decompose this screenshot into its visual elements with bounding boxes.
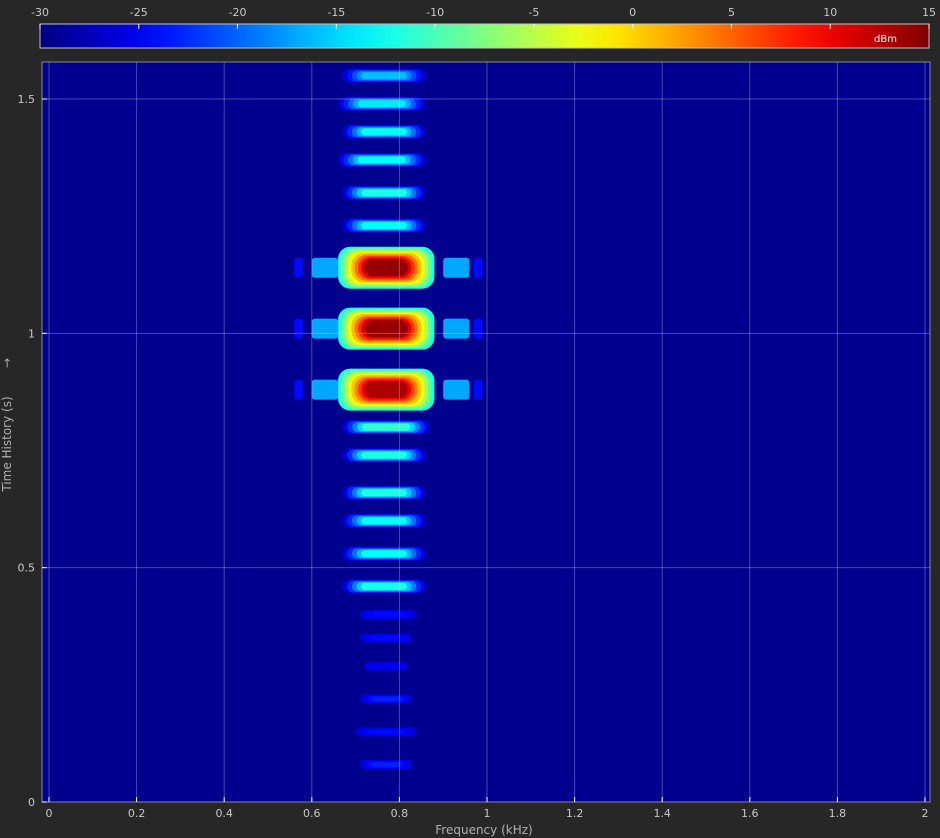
heatmap-cell [371, 696, 401, 702]
heatmap-burst [364, 661, 409, 671]
heatmap-burst [338, 96, 426, 111]
heatmap-burst [294, 307, 483, 350]
colorbar-tick-label: -20 [229, 6, 247, 19]
heatmap-cell [361, 489, 407, 497]
heatmap-burst [294, 246, 483, 289]
heatmap-cell [372, 612, 405, 617]
heatmap-cell [361, 582, 407, 590]
heatmap-cell [364, 259, 408, 277]
heatmap-cell [364, 381, 408, 398]
y-axis-label: Time History (s) [0, 396, 14, 492]
heatmap-cell [357, 156, 406, 164]
colorbar-tick-label: 15 [922, 6, 936, 19]
heatmap-sidelobe [473, 379, 483, 400]
plot-frame [41, 61, 931, 803]
heatmap-burst [359, 633, 413, 643]
colorbar-tick-label: -30 [31, 6, 49, 19]
colorbar-tick-label: -25 [130, 6, 148, 19]
heatmap-burst [359, 694, 413, 704]
heatmap-sidelobe [473, 318, 483, 339]
colorbar-unit-label: dBm [874, 34, 897, 45]
x-tick-label: 1 [484, 807, 491, 820]
x-tick-label: 0.4 [215, 807, 233, 820]
y-axis-arrow: → [0, 358, 14, 368]
heatmap-cell [361, 128, 407, 136]
heatmap-cell [361, 550, 407, 558]
heatmap-sidelobe [473, 257, 483, 278]
colorbar-tick-label: 0 [629, 6, 636, 19]
heatmap-burst [342, 124, 426, 139]
x-tick-label: 1.6 [741, 807, 759, 820]
heatmap-cell [371, 762, 401, 767]
x-tick-label: 1.8 [829, 807, 847, 820]
heatmap-sidelobe [294, 318, 304, 339]
heatmap-marks [294, 68, 483, 770]
colorbar-gradient [39, 23, 930, 49]
heatmap-sidelobe [294, 379, 304, 400]
heatmap-cell [369, 729, 404, 734]
heatmap-burst [359, 610, 417, 620]
plot-area [41, 61, 931, 803]
heatmap-burst [359, 760, 413, 770]
x-axis-label: Frequency (kHz) [435, 823, 532, 837]
x-tick-label: 0.2 [128, 807, 146, 820]
y-axis-ticks: 0 0.5 1 1.5 [18, 93, 47, 809]
plot-background [42, 62, 930, 802]
heatmap-sidelobe [443, 257, 470, 278]
colorbar-tick-label: -10 [426, 6, 444, 19]
x-tick-label: 0.8 [391, 807, 409, 820]
heatmap-cell [361, 517, 407, 525]
colorbar-ticks: -30 -25 -20 -15 -10 -5 0 5 10 15 [31, 6, 936, 29]
y-tick-label: 1.5 [18, 93, 36, 106]
heatmap-burst [342, 513, 426, 528]
heatmap-burst [338, 152, 426, 167]
y-tick-label: 0 [28, 796, 35, 809]
heatmap-burst [342, 485, 426, 500]
heatmap-cell [357, 100, 406, 108]
colorbar: -30 -25 -20 -15 -10 -5 0 5 10 15 dBm [31, 6, 936, 49]
y-tick-label: 1 [28, 327, 35, 340]
heatmap-cell [361, 451, 407, 459]
colorbar-tick-label: 5 [728, 6, 735, 19]
grid-lines [42, 62, 930, 803]
heatmap-sidelobe [311, 257, 339, 278]
y-tick-label: 0.5 [18, 562, 36, 575]
heatmap-cell [361, 72, 407, 80]
colorbar-tick-label: 10 [823, 6, 837, 19]
heatmap-cell [362, 423, 411, 431]
x-tick-label: 1.2 [566, 807, 584, 820]
heatmap-cell [361, 189, 407, 197]
x-tick-label: 1.4 [653, 807, 671, 820]
heatmap-cell [361, 222, 407, 230]
heatmap-burst [294, 368, 483, 411]
heatmap-burst [342, 185, 426, 200]
x-tick-label: 0 [46, 807, 53, 820]
heatmap-sidelobe [443, 379, 470, 400]
heatmap-cell [371, 635, 401, 641]
heatmap-burst [342, 579, 426, 594]
heatmap-burst [355, 727, 417, 737]
colorbar-tick-label: -5 [528, 6, 539, 19]
heatmap-cell [364, 320, 408, 338]
colorbar-tick-label: -15 [327, 6, 345, 19]
heatmap-burst [342, 420, 431, 435]
heatmap-burst [342, 448, 426, 463]
heatmap-sidelobe [294, 257, 304, 278]
x-axis-ticks: 0 0.2 0.4 0.6 0.8 1 1.2 1.4 1.6 1.8 2 [46, 797, 929, 820]
heatmap-sidelobe [311, 379, 339, 400]
heatmap-burst [342, 546, 426, 561]
heatmap-sidelobe [311, 318, 339, 339]
x-tick-label: 2 [922, 807, 929, 820]
heatmap-burst [342, 68, 426, 83]
heatmap-sidelobe [443, 318, 470, 339]
x-tick-label: 0.6 [303, 807, 321, 820]
heatmap-burst [342, 218, 426, 233]
heatmap-cell [374, 663, 399, 669]
